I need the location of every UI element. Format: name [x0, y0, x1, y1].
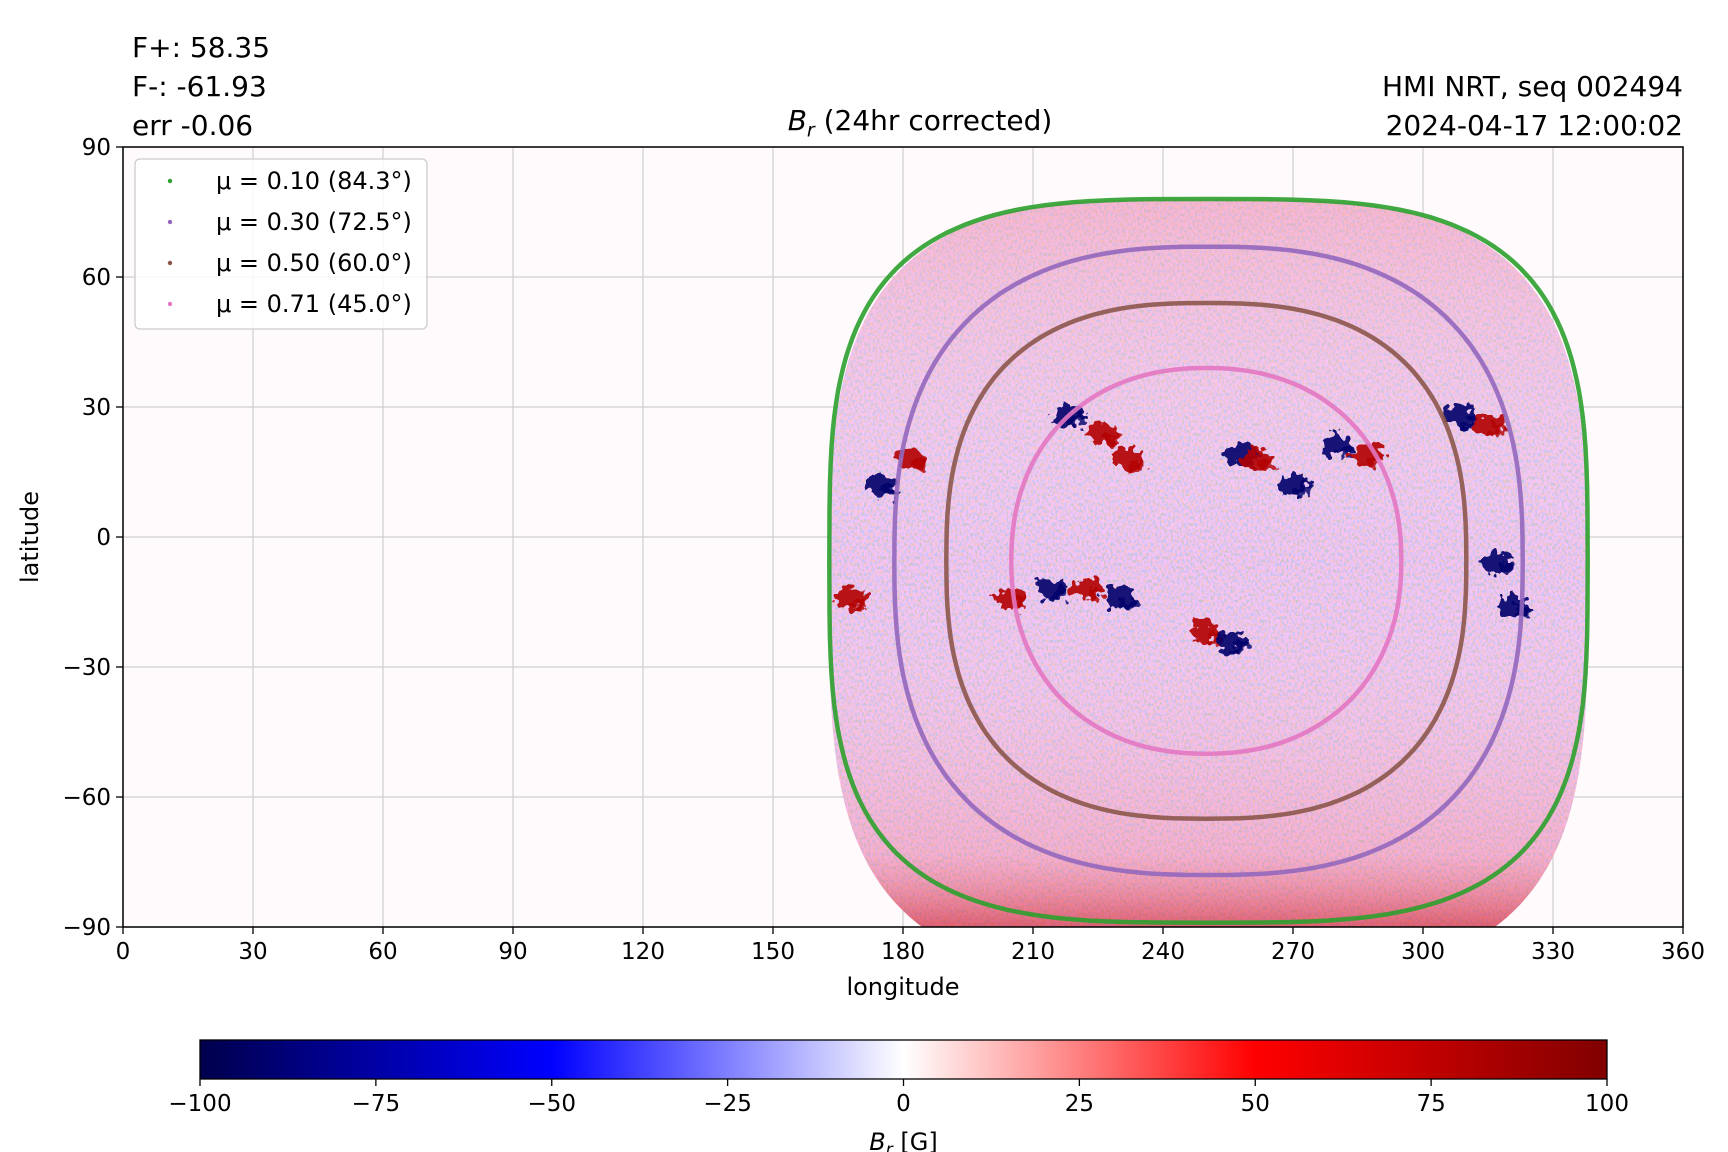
title-symbol: B — [787, 104, 807, 137]
legend: μ = 0.10 (84.3°) μ = 0.30 (72.5°) μ = 0.50… — [134, 158, 428, 330]
x-tick-label: 210 — [1011, 939, 1055, 965]
legend-marker — [167, 260, 173, 266]
active-region-fragment — [1294, 485, 1310, 497]
colorbar-tick-label: −50 — [527, 1091, 576, 1117]
y-tick-label: 0 — [96, 525, 111, 551]
stat-error: err -0.06 — [132, 109, 254, 142]
active-region-fragment — [912, 459, 929, 471]
field-limb — [829, 199, 1588, 927]
active-region-fragment — [1129, 459, 1146, 471]
x-tick-label: 90 — [498, 939, 527, 965]
field-clip-group — [829, 199, 1588, 927]
x-tick-label: 0 — [116, 939, 131, 965]
active-region-fragment — [1120, 597, 1137, 610]
axis-ticks: 0 30 60 90 120 150 180 210 240 270 300 330 360906030… — [62, 135, 1705, 965]
magnetogram — [829, 199, 1588, 927]
y-tick-label: −30 — [62, 655, 111, 681]
colorbar-tick-label: −25 — [703, 1091, 752, 1117]
stat-flux-negative: F-: -61.93 — [132, 70, 267, 103]
colorbar-label-part: B — [869, 1128, 885, 1152]
mu-contours — [827, 196, 1590, 925]
active-region-fragment — [1086, 589, 1102, 601]
active-region-fragment — [1337, 446, 1354, 458]
colorbar-label-part: [G] — [893, 1128, 938, 1152]
legend-label: μ = 0.30 (72.5°) — [216, 208, 412, 236]
legend-marker — [167, 219, 173, 225]
x-tick-label: 180 — [881, 939, 925, 965]
colorbar-tick-label: −100 — [168, 1091, 231, 1117]
y-tick-label: −90 — [62, 915, 111, 941]
chart-title: Br (24hr corrected) — [788, 107, 1053, 141]
colorbar-label-part: r — [886, 1140, 894, 1152]
colorbar-label: Br [G] — [869, 1128, 937, 1152]
x-tick-label: 360 — [1661, 939, 1705, 965]
title-text: (24hr corrected) — [814, 104, 1053, 137]
legend-label: μ = 0.50 (60.0°) — [216, 249, 412, 277]
colorbar-tick-label: 25 — [1065, 1091, 1094, 1117]
y-axis-label: latitude — [16, 491, 44, 583]
active-region-fragment — [1051, 589, 1068, 601]
colorbar-tick-label: 50 — [1241, 1091, 1270, 1117]
colorbar-tick-label: 100 — [1585, 1091, 1629, 1117]
active-region-fragment — [1103, 433, 1120, 445]
legend-label: μ = 0.10 (84.3°) — [216, 167, 412, 195]
active-region-fragment — [1233, 641, 1250, 653]
y-tick-label: 60 — [82, 265, 111, 291]
active-region-fragment — [1259, 459, 1276, 471]
stat-flux-positive: F+: 58.35 — [132, 31, 271, 64]
x-tick-label: 30 — [238, 939, 267, 965]
x-tick-label: 240 — [1141, 939, 1185, 965]
y-tick-label: 30 — [82, 395, 111, 421]
colorbar-bar — [199, 1039, 1608, 1080]
mu-contour — [944, 300, 1469, 821]
active-region-fragment — [1497, 563, 1514, 575]
x-tick-label: 330 — [1531, 939, 1575, 965]
colorbar-tick-label: 75 — [1416, 1091, 1445, 1117]
legend-marker — [167, 178, 173, 184]
active-region-fragment — [852, 597, 868, 610]
legend-marker — [167, 301, 173, 307]
x-tick-label: 120 — [621, 939, 665, 965]
mu-contour — [892, 244, 1525, 878]
x-tick-label: 150 — [751, 939, 795, 965]
source-label: HMI NRT, seq 002494 — [1381, 70, 1683, 103]
timestamp-label: 2024-04-17 12:00:02 — [1385, 109, 1683, 142]
y-tick-label: 90 — [82, 135, 111, 161]
mu-contour — [1009, 365, 1404, 756]
x-tick-label: 60 — [368, 939, 397, 965]
x-tick-label: 270 — [1271, 939, 1315, 965]
y-tick-label: −60 — [62, 785, 111, 811]
mu-contour — [827, 196, 1590, 925]
title-subscript: r — [806, 119, 815, 142]
active-region-fragment — [1068, 415, 1085, 428]
x-axis-label: longitude — [846, 973, 959, 1001]
active-region-fragment — [1489, 424, 1505, 437]
colorbar: −100 −75 −50 −25 0 25 50 75 100 Br [G] — [168, 1039, 1629, 1152]
colorbar-tick-label: 0 — [896, 1091, 911, 1117]
colorbar-tick-label: −75 — [352, 1091, 401, 1117]
x-tick-label: 300 — [1401, 939, 1445, 965]
legend-box — [134, 158, 428, 330]
legend-label: μ = 0.71 (45.0°) — [216, 290, 412, 318]
